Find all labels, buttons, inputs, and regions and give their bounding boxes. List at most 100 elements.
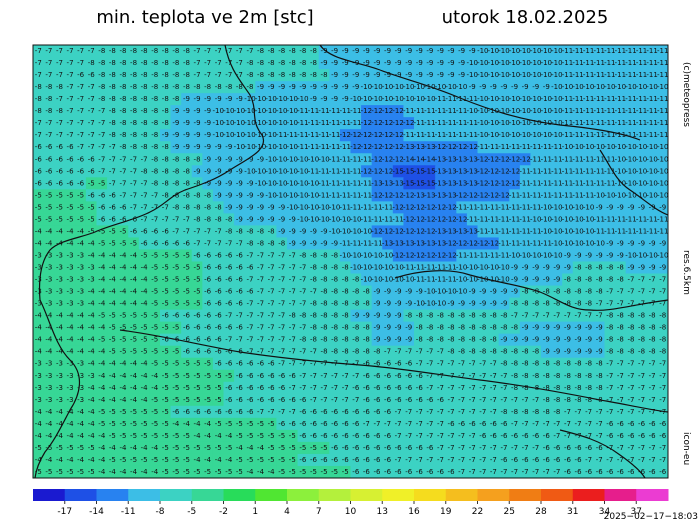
cell-value: -7 <box>617 408 624 416</box>
cell-value: -5 <box>56 444 63 452</box>
cell-value: -5 <box>67 203 74 211</box>
cell <box>339 105 351 118</box>
cell-value: -7 <box>469 432 476 440</box>
cell-value: -7 <box>659 444 666 452</box>
cell <box>117 93 129 106</box>
cell-value: -7 <box>35 71 42 79</box>
cell <box>287 105 299 118</box>
cell-value: -7 <box>268 312 275 320</box>
cell-value: -10 <box>297 191 308 199</box>
cell-value: -13 <box>435 155 446 163</box>
cell-value: -7 <box>500 468 507 476</box>
cell <box>551 165 563 178</box>
cell-value: -9 <box>373 300 380 308</box>
cell-value: -7 <box>553 468 560 476</box>
cell <box>255 297 267 311</box>
cell <box>445 117 457 130</box>
cell-value: -10 <box>583 143 594 151</box>
cell <box>498 93 510 106</box>
cell <box>551 69 563 82</box>
cell-value: -10 <box>212 131 223 139</box>
cell-value: -7 <box>575 312 582 320</box>
cell-value: -11 <box>488 203 499 211</box>
cell-value: -5 <box>194 384 201 392</box>
cell-value: -10 <box>276 119 287 127</box>
cell-value: -4 <box>98 444 106 452</box>
cell <box>234 453 246 467</box>
cell-value: -10 <box>339 227 350 235</box>
cell-value: -12 <box>477 155 488 163</box>
cell-value: -9 <box>585 336 592 344</box>
cell <box>466 153 478 166</box>
cell-value: -12 <box>414 227 425 235</box>
cell-value: -11 <box>424 264 435 272</box>
cell-value: -8 <box>437 336 444 344</box>
cell <box>329 237 341 250</box>
cell-value: -5 <box>172 456 179 464</box>
cell <box>519 285 531 299</box>
cell <box>287 237 299 250</box>
cell-value: -13 <box>466 179 477 187</box>
cell-value: -10 <box>646 179 657 187</box>
cell <box>625 417 637 431</box>
cell-value: -10 <box>498 47 509 55</box>
cell <box>562 117 574 130</box>
cell <box>160 81 172 94</box>
cell <box>636 393 648 407</box>
cell <box>43 117 55 130</box>
cell <box>75 441 87 455</box>
cell-value: -3 <box>45 396 52 404</box>
cell-value: -3 <box>45 360 52 368</box>
cell <box>392 309 404 323</box>
cell <box>85 453 97 467</box>
cell-value: -8 <box>342 312 349 320</box>
cell-value: -7 <box>331 360 338 368</box>
cell <box>477 189 489 202</box>
cell-value: -14 <box>414 155 426 163</box>
cell-value: -7 <box>162 203 169 211</box>
cell-value: -12 <box>477 239 488 247</box>
cell-value: -7 <box>532 444 539 452</box>
cell <box>128 93 140 106</box>
cell-value: -11 <box>329 107 340 115</box>
cell-value: -7 <box>437 348 444 356</box>
cell-value: -5 <box>35 203 42 211</box>
cell <box>138 141 150 154</box>
cell-value: -11 <box>583 131 594 139</box>
cell <box>636 153 648 166</box>
cell-value: -6 <box>35 179 43 187</box>
cell-value: -5 <box>215 444 222 452</box>
cell-value: -9 <box>384 288 391 296</box>
cell-value: -6 <box>225 384 233 392</box>
cell-value: -8 <box>606 324 613 332</box>
cell <box>551 117 563 130</box>
cell <box>234 69 246 82</box>
cell-value: -13 <box>445 191 456 199</box>
cell <box>329 441 341 455</box>
cell <box>160 177 172 190</box>
cell-value: -7 <box>183 215 190 223</box>
cell <box>371 333 383 347</box>
cell-value: -7 <box>649 444 656 452</box>
cell-value: -5 <box>289 444 296 452</box>
cell <box>244 69 256 82</box>
cell <box>551 357 563 371</box>
cell-value: -6 <box>246 396 254 404</box>
cell-value: -4 <box>141 444 149 452</box>
cell <box>128 321 140 335</box>
cell <box>646 285 658 299</box>
resolution: res.6.5km <box>681 250 691 295</box>
cell <box>265 117 277 130</box>
cell <box>519 213 531 226</box>
cell-value: -10 <box>583 83 594 91</box>
cell-value: -4 <box>130 360 138 368</box>
colorbar-segment <box>414 489 447 501</box>
cell-value: -11 <box>572 179 583 187</box>
cell-value: -10 <box>583 203 594 211</box>
colorbar-segment <box>636 489 669 501</box>
cell-value: -6 <box>194 324 202 332</box>
cell <box>223 321 235 335</box>
cell <box>403 177 415 190</box>
cell-value: -7 <box>384 348 391 356</box>
cell <box>54 45 66 58</box>
